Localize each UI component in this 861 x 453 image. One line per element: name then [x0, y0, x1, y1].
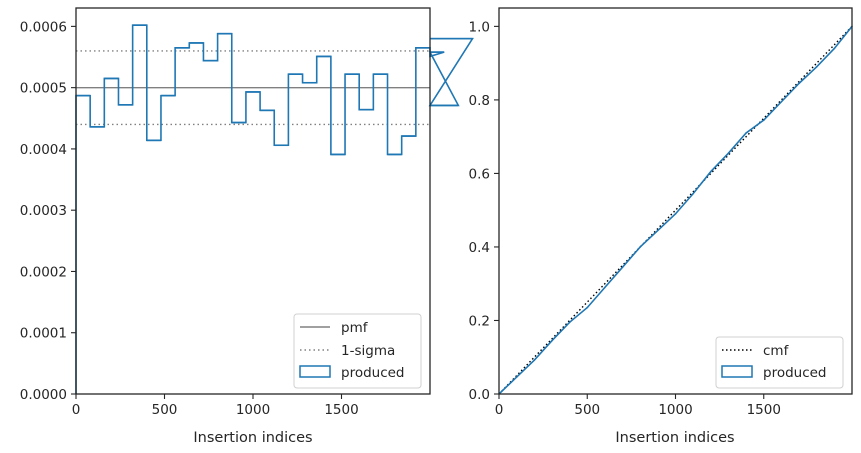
produced-point: [515, 376, 518, 378]
y-tick-label: 0.0: [469, 387, 490, 403]
produced-point: [551, 339, 553, 342]
y-tick-label: 0.0003: [20, 203, 67, 219]
y-tick-label: 0.8: [469, 93, 490, 109]
x-tick-label: 0: [72, 402, 81, 418]
produced-point: [780, 100, 783, 103]
produced-point: [692, 192, 694, 195]
legend-right: cmf produced: [715, 336, 844, 389]
y-tick-label: 0.0005: [20, 81, 67, 97]
produced-steps: [75, 24, 474, 394]
y-tick-label: 0.0002: [20, 264, 67, 280]
sigma-lines: [76, 50, 430, 126]
produced-point: [798, 82, 800, 85]
legend-left: pmf 1-sigma produced: [293, 313, 422, 389]
x-tick-label: 500: [152, 402, 178, 418]
produced-point: [657, 229, 659, 232]
legend-box-right: [715, 336, 844, 389]
x-tick-label: 1500: [747, 402, 781, 418]
produced-point: [604, 286, 606, 289]
produced-curve-group: [498, 25, 853, 395]
x-tick-label: 0: [495, 402, 504, 418]
y-tick-label: 0.0000: [20, 387, 67, 403]
x-tick-label: 1000: [658, 402, 692, 418]
produced-point: [762, 119, 765, 121]
produced-point: [533, 359, 536, 361]
legend-produced-label-right: produced: [763, 365, 827, 381]
y-tick-label: 1.0: [469, 19, 490, 35]
produced-point: [833, 47, 836, 50]
produced-point: [621, 266, 624, 268]
histogram-panel: 0.0000 0.0001 0.0002 0.0003 0.0004 0.0005 0.00…: [20, 7, 474, 446]
x-tick-label: 1000: [236, 402, 270, 418]
legend-produced-label: produced: [341, 365, 405, 381]
y-tick-label: 0.2: [469, 313, 490, 329]
x-axis-label-left: Insertion indices: [193, 430, 312, 446]
produced-point: [639, 246, 641, 248]
x-axis-label-right: Insertion indices: [615, 430, 734, 446]
legend-sigma-label: 1-sigma: [341, 343, 395, 359]
legend-produced-swatch: [299, 365, 331, 378]
cmf-line-group: [498, 25, 853, 395]
legend-box-left: [293, 313, 422, 389]
x-tick-label: 500: [574, 402, 600, 418]
y-axis-ticks-right: 0.0 0.2 0.4 0.6 0.8 1.0: [469, 19, 499, 403]
legend-pmf-label: pmf: [341, 320, 369, 336]
y-tick-label: 0.6: [469, 166, 490, 182]
y-axis-ticks-left: 0.0000 0.0001 0.0002 0.0003 0.0004 0.0005 0.00…: [20, 19, 76, 403]
legend-cmf-label: cmf: [763, 343, 790, 359]
y-tick-label: 0.0006: [20, 19, 67, 35]
produced-point: [586, 306, 589, 309]
y-tick-label: 0.0004: [20, 142, 67, 158]
produced-point: [674, 213, 677, 215]
produced-point: [815, 66, 818, 68]
x-axis-ticks-right: 0 500 1000 1500: [495, 394, 781, 418]
legend-produced-swatch-right: [721, 365, 753, 378]
cumulative-panel: 0.0 0.2 0.4 0.6 0.8 1.0 0 500 1000 1500 Insertio…: [469, 7, 853, 446]
x-axis-ticks-left: 0 500 1000 1500: [72, 394, 359, 418]
x-tick-label: 1500: [324, 402, 358, 418]
produced-point: [710, 170, 712, 173]
plot-frame-right: [498, 7, 853, 395]
produced-point: [745, 132, 747, 134]
y-tick-label: 0.0001: [20, 326, 67, 342]
produced-point: [727, 152, 730, 155]
produced-point: [568, 321, 571, 324]
cmf-line: [498, 25, 853, 395]
y-tick-label: 0.4: [469, 240, 490, 256]
